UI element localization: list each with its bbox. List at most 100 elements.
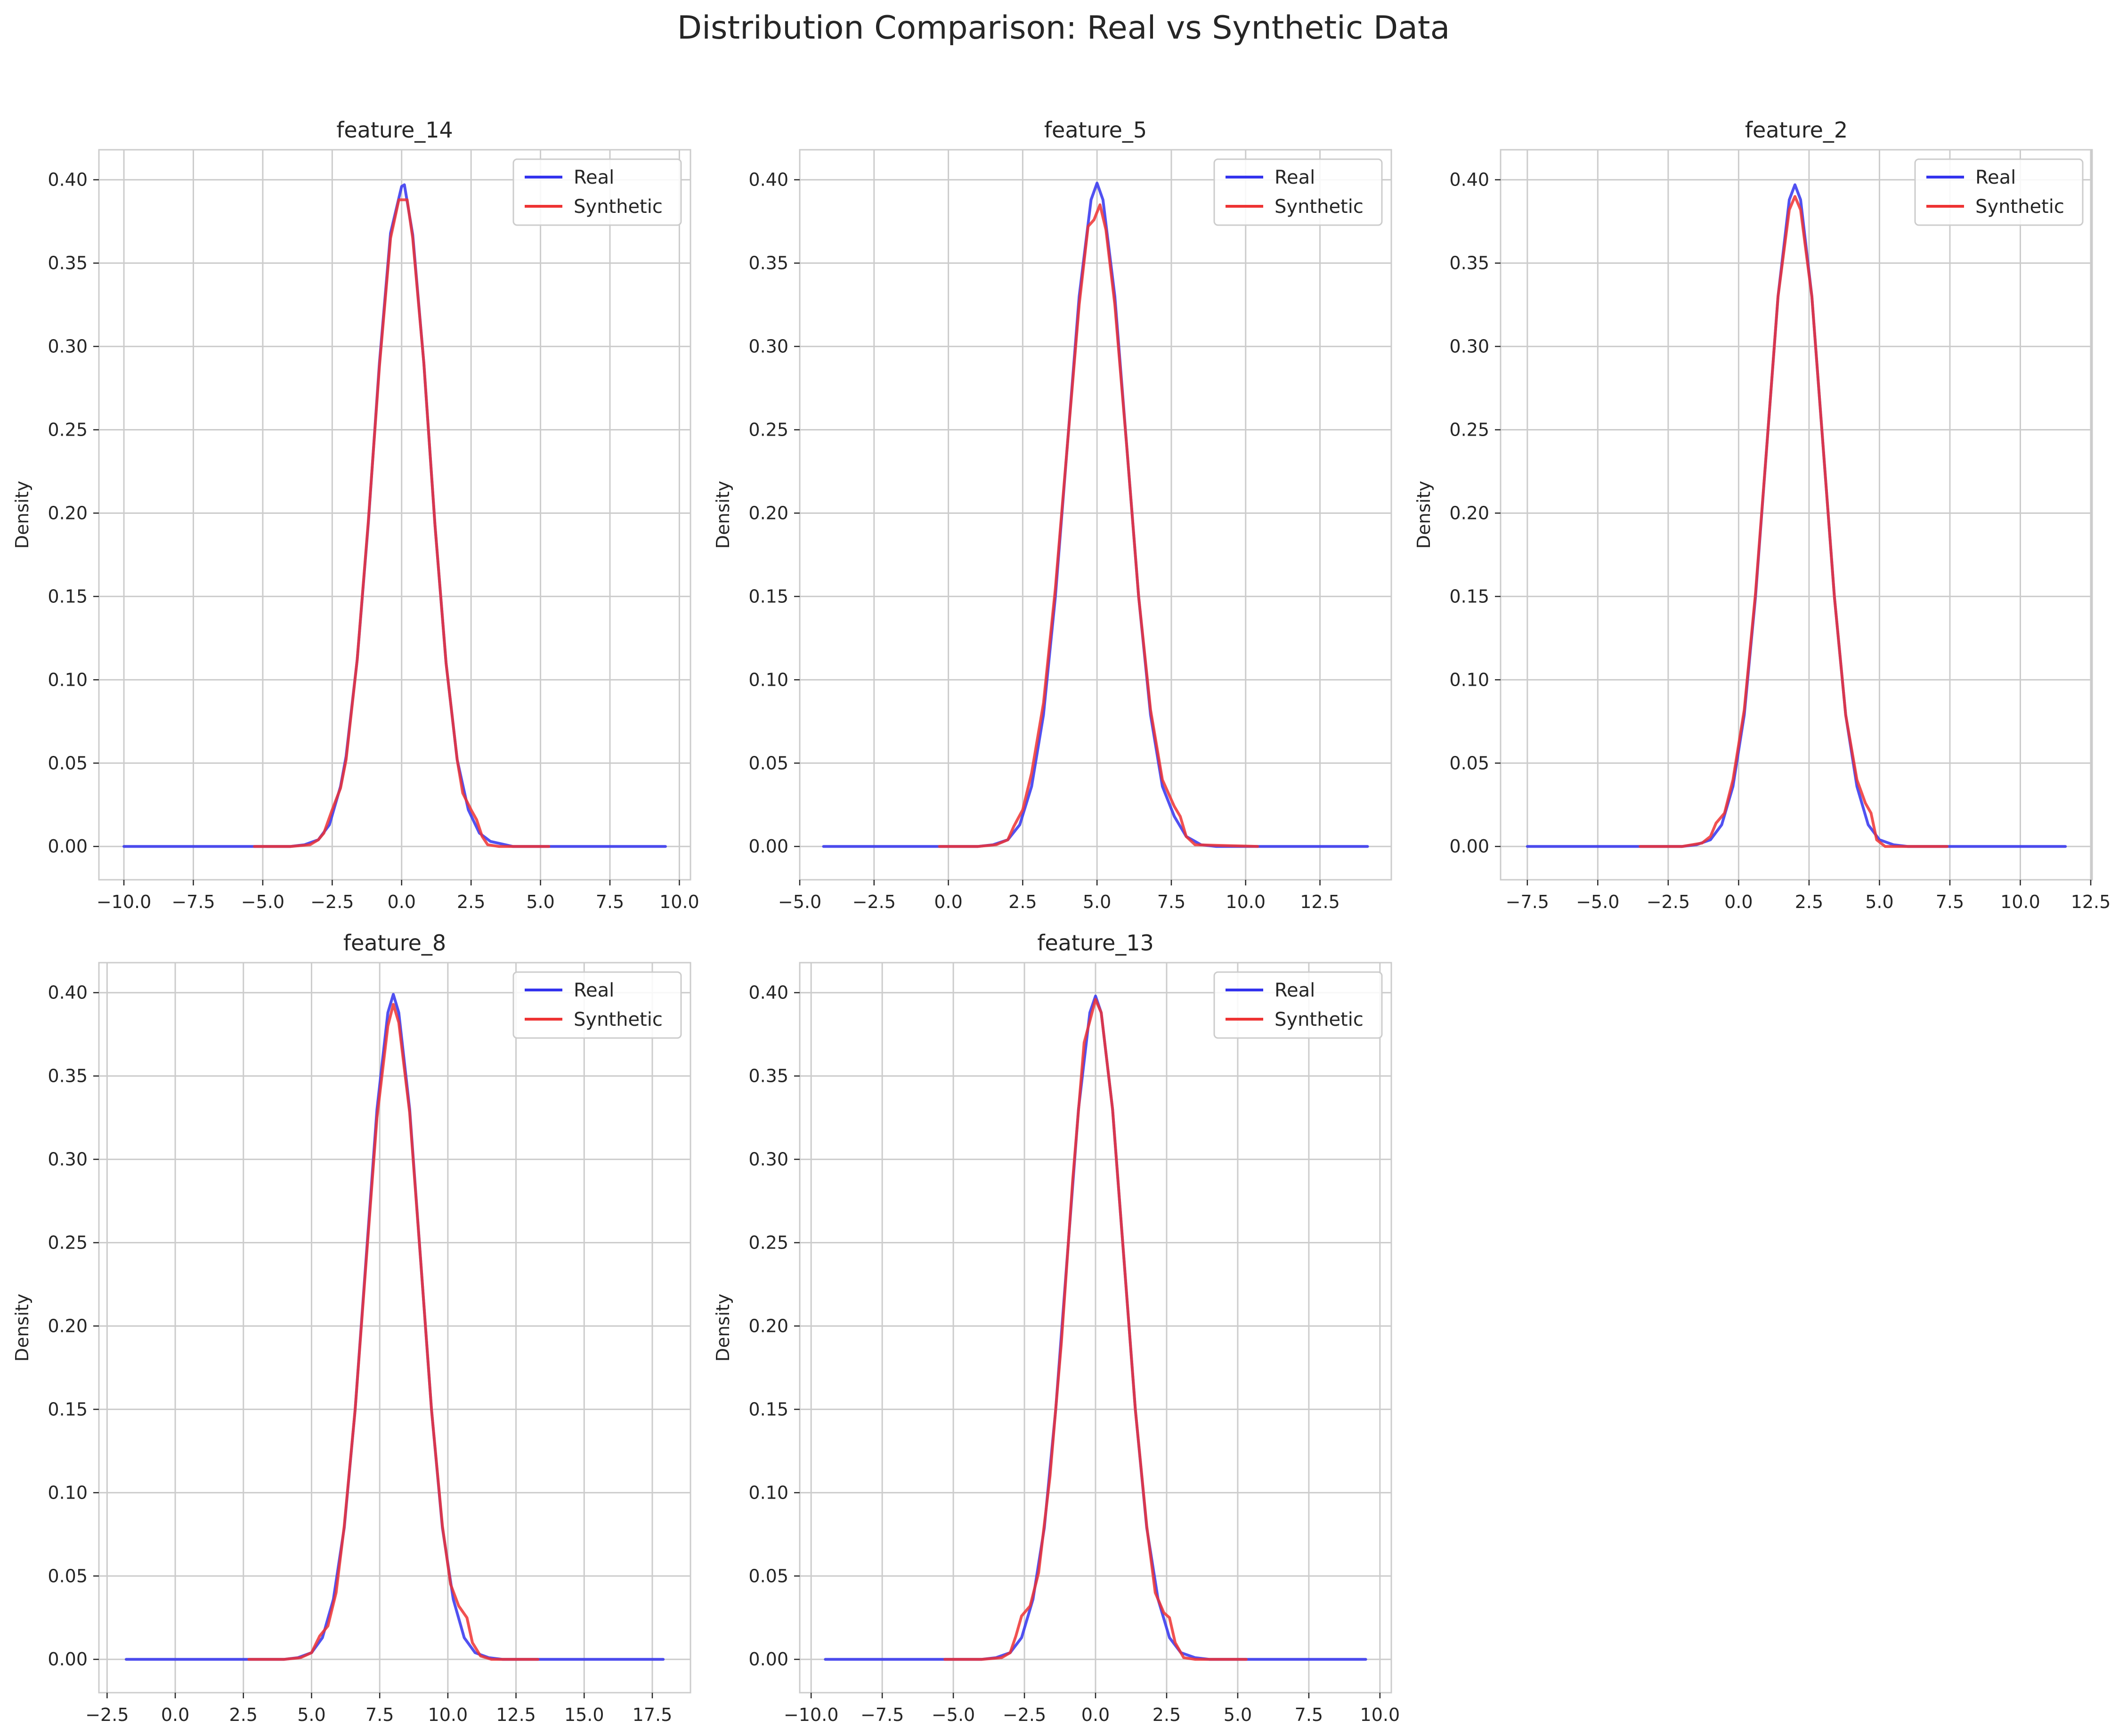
subplot-feature_8: −2.5 0.0 2.5 5.0 7.5 10.0 12.5 15.0 17.5 0.00 0.05… bbox=[12, 930, 691, 1725]
y-tick-label: 0.00 bbox=[1449, 836, 1489, 857]
y-tick-label: 0.20 bbox=[748, 503, 788, 523]
y-tick-label: 0.05 bbox=[748, 753, 788, 773]
y-tick-label: 0.10 bbox=[748, 1482, 788, 1503]
y-tick-label: 0.25 bbox=[48, 1233, 88, 1253]
y-tick-label: 0.40 bbox=[48, 982, 88, 1003]
legend-label-synthetic: Synthetic bbox=[1275, 1009, 1364, 1030]
series-line-real bbox=[822, 181, 1369, 848]
figure-title: Distribution Comparison: Real vs Synthet… bbox=[677, 9, 1450, 47]
y-tick-label: 0.05 bbox=[48, 1566, 88, 1586]
legend-label-synthetic: Synthetic bbox=[574, 1009, 663, 1030]
y-tick-label: 0.35 bbox=[1449, 253, 1489, 274]
x-tick-label: 5.0 bbox=[297, 1704, 325, 1725]
x-tick-label: −7.5 bbox=[171, 892, 215, 912]
plot-frame bbox=[1500, 149, 2093, 881]
legend-label-real: Real bbox=[574, 167, 614, 188]
x-tick-label: 2.5 bbox=[229, 1704, 258, 1725]
series-line-synthetic bbox=[943, 998, 1248, 1661]
plot-frame bbox=[98, 962, 691, 1694]
legend: Real Synthetic bbox=[1914, 158, 2084, 226]
x-tick-label: 7.5 bbox=[1936, 892, 1964, 912]
x-tick-label: 5.0 bbox=[526, 892, 554, 912]
series-line-real bbox=[122, 183, 667, 848]
plot-frame bbox=[98, 149, 691, 881]
series-line-real bbox=[1526, 183, 2067, 848]
y-tick-label: 0.00 bbox=[48, 836, 88, 857]
y-tick-label: 0.30 bbox=[48, 1149, 88, 1170]
series-line-synthetic bbox=[1639, 195, 1948, 848]
y-tick-label: 0.15 bbox=[748, 586, 788, 607]
y-tick-label: 0.15 bbox=[48, 1399, 88, 1420]
x-tick-label: 0.0 bbox=[934, 892, 962, 912]
series-line-synthetic bbox=[247, 1003, 539, 1661]
y-tick-label: 0.25 bbox=[748, 420, 788, 440]
y-axis-title: Density bbox=[1413, 481, 1434, 549]
y-tick-label: 0.30 bbox=[748, 1149, 788, 1170]
legend: Real Synthetic bbox=[1213, 971, 1383, 1039]
x-tick-label: 12.5 bbox=[1300, 892, 1340, 912]
x-tick-label: 7.5 bbox=[596, 892, 624, 912]
x-tick-label: 10.0 bbox=[1226, 892, 1266, 912]
x-tick-label: 10.0 bbox=[428, 1704, 468, 1725]
y-axis-title: Density bbox=[12, 1294, 32, 1362]
x-tick-label: 7.5 bbox=[365, 1704, 394, 1725]
x-tick-label: −2.5 bbox=[1647, 892, 1690, 912]
x-tick-label: 17.5 bbox=[633, 1704, 673, 1725]
subplot-feature_2: −7.5 −5.0 −2.5 0.0 2.5 5.0 7.5 10.0 12.5 0.00 0.05… bbox=[1413, 117, 2111, 912]
y-tick-label: 0.35 bbox=[748, 1066, 788, 1087]
y-tick-label: 0.30 bbox=[748, 336, 788, 357]
subplot-title: feature_5 bbox=[1044, 117, 1147, 143]
y-axis-title: Density bbox=[12, 481, 32, 549]
x-tick-label: 2.5 bbox=[1153, 1704, 1181, 1725]
legend-label-synthetic: Synthetic bbox=[1975, 196, 2064, 218]
y-tick-label: 0.00 bbox=[748, 836, 788, 857]
x-tick-label: −5.0 bbox=[778, 892, 821, 912]
y-tick-label: 0.35 bbox=[748, 253, 788, 274]
y-tick-label: 0.10 bbox=[48, 1482, 88, 1503]
x-tick-label: 5.0 bbox=[1224, 1704, 1252, 1725]
y-tick-label: 0.05 bbox=[1449, 753, 1489, 773]
subplot-feature_13: −10.0 −7.5 −5.0 −2.5 0.0 2.5 5.0 7.5 10.0 0.00 0.0… bbox=[713, 930, 1400, 1725]
y-tick-label: 0.00 bbox=[748, 1649, 788, 1670]
subplot-title: feature_8 bbox=[343, 930, 446, 956]
y-tick-label: 0.10 bbox=[748, 669, 788, 690]
x-tick-label: 2.5 bbox=[1008, 892, 1037, 912]
x-tick-label: 10.0 bbox=[2000, 892, 2040, 912]
x-tick-label: −7.5 bbox=[1506, 892, 1549, 912]
y-tick-label: 0.25 bbox=[748, 1233, 788, 1253]
series-line-real bbox=[124, 993, 665, 1661]
y-axis-title: Density bbox=[713, 481, 733, 549]
series-line-synthetic bbox=[938, 203, 1259, 848]
x-tick-label: 2.5 bbox=[1795, 892, 1823, 912]
legend: Real Synthetic bbox=[512, 158, 682, 226]
y-axis-title: Density bbox=[713, 1294, 733, 1362]
x-tick-label: 15.0 bbox=[564, 1704, 604, 1725]
y-tick-label: 0.20 bbox=[48, 1315, 88, 1336]
subplot-title: feature_14 bbox=[336, 117, 453, 143]
y-tick-label: 0.25 bbox=[1449, 420, 1489, 440]
y-tick-label: 0.00 bbox=[48, 1649, 88, 1670]
x-tick-label: 10.0 bbox=[659, 892, 699, 912]
y-tick-label: 0.40 bbox=[48, 170, 88, 190]
x-tick-label: 12.5 bbox=[496, 1704, 536, 1725]
y-tick-label: 0.30 bbox=[1449, 336, 1489, 357]
x-tick-label: −10.0 bbox=[97, 892, 151, 912]
y-tick-label: 0.40 bbox=[748, 170, 788, 190]
legend: Real Synthetic bbox=[512, 971, 682, 1039]
y-tick-label: 0.10 bbox=[48, 669, 88, 690]
legend-label-real: Real bbox=[1275, 167, 1315, 188]
x-tick-label: 2.5 bbox=[457, 892, 485, 912]
y-tick-label: 0.30 bbox=[48, 336, 88, 357]
x-tick-label: 0.0 bbox=[1081, 1704, 1110, 1725]
y-tick-label: 0.20 bbox=[1449, 503, 1489, 523]
x-tick-label: −5.0 bbox=[241, 892, 284, 912]
legend-label-synthetic: Synthetic bbox=[1275, 196, 1364, 218]
legend-label-real: Real bbox=[1275, 980, 1315, 1001]
subplot-feature_14: −10.0 −7.5 −5.0 −2.5 0.0 2.5 5.0 7.5 10.0 0.00 0.0… bbox=[12, 117, 699, 912]
x-tick-label: 0.0 bbox=[388, 892, 416, 912]
x-tick-label: −2.5 bbox=[852, 892, 896, 912]
subplot-feature_5: −5.0 −2.5 0.0 2.5 5.0 7.5 10.0 12.5 0.00 0.05 0.10… bbox=[713, 117, 1392, 912]
y-tick-label: 0.05 bbox=[748, 1566, 788, 1586]
y-tick-label: 0.40 bbox=[1449, 170, 1489, 190]
